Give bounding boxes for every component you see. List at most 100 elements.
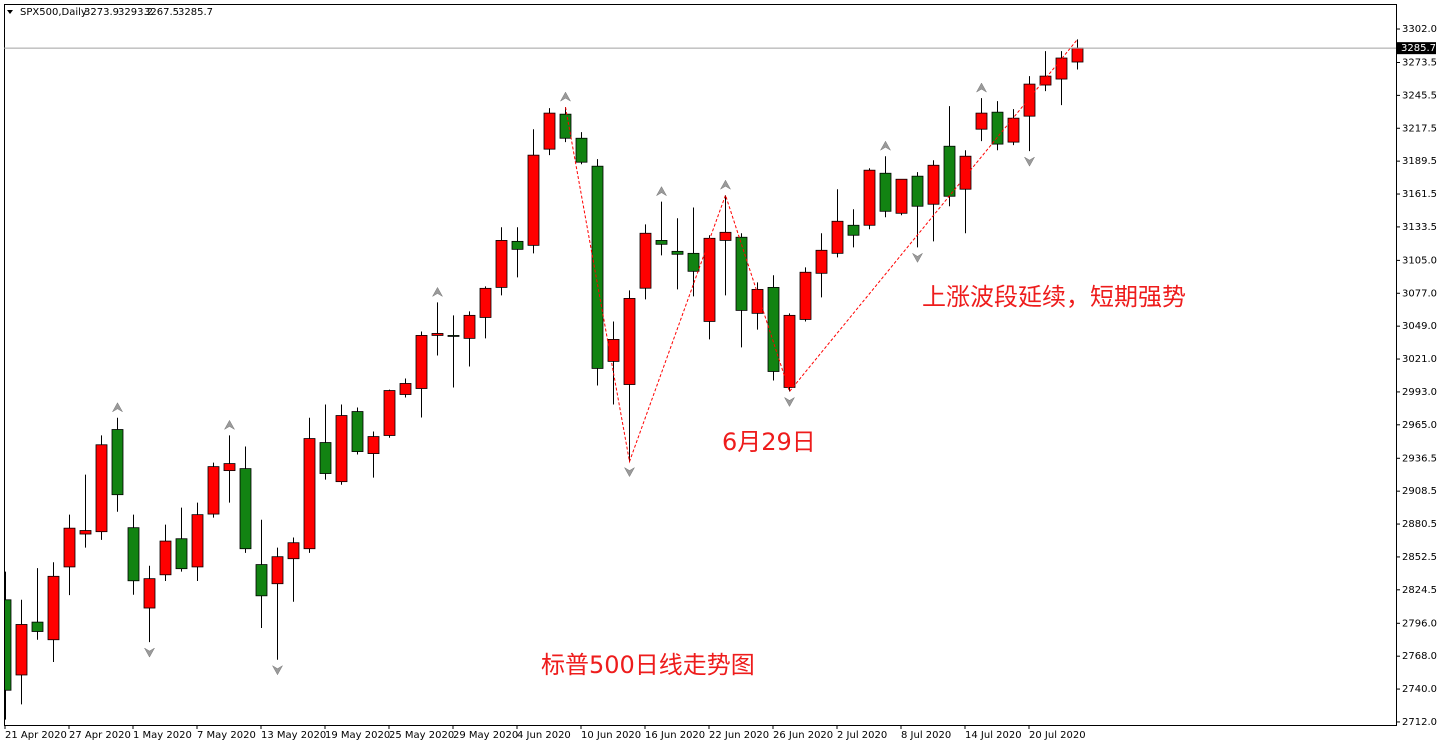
candle-body	[543, 112, 556, 150]
candle-body	[687, 252, 700, 272]
plot-frame	[4, 4, 1397, 726]
candle-body	[383, 390, 396, 436]
fractal-down	[623, 466, 636, 478]
fractal-up	[719, 179, 732, 190]
candle-body	[415, 335, 428, 389]
fractal-up	[879, 140, 892, 151]
y-tick-label: 2768.0	[1402, 651, 1437, 662]
candle-body	[335, 415, 348, 483]
candle-body	[1023, 83, 1036, 117]
candle-body	[1071, 47, 1084, 63]
candle-body	[623, 298, 636, 385]
x-tick-label: 25 May 2020	[389, 730, 454, 741]
fractal-up	[223, 419, 236, 431]
fractal-down	[911, 252, 924, 263]
candle-body	[239, 468, 252, 550]
y-tick-label: 3273.5	[1402, 57, 1437, 68]
fractal-down	[783, 396, 796, 407]
y-tick-label: 2712.0	[1402, 717, 1437, 728]
y-tick-label: 3245.5	[1402, 90, 1437, 101]
candle-body	[527, 154, 540, 246]
candle-body	[655, 240, 668, 245]
candle-body	[975, 112, 988, 130]
header-open: 3273.9	[84, 7, 119, 18]
fractal-down	[143, 647, 156, 658]
candle-body	[399, 383, 412, 395]
annotation: 标普500日线走势图	[541, 651, 755, 679]
candle-body	[351, 411, 364, 452]
x-tick-label: 4 Jun 2020	[517, 730, 571, 741]
candle-body	[207, 466, 220, 515]
fractal-down	[271, 665, 284, 676]
candle-body	[815, 249, 828, 274]
candle-body	[591, 165, 604, 369]
candle-body	[303, 438, 316, 550]
x-tick-label: 16 Jun 2020	[645, 730, 705, 741]
candle-body	[255, 564, 268, 597]
x-tick-label: 21 Apr 2020	[5, 730, 67, 741]
x-tick-label: 22 Jun 2020	[709, 730, 769, 741]
candle-body	[175, 538, 188, 570]
y-tick-label: 3161.5	[1402, 189, 1437, 200]
x-tick-label: 7 May 2020	[197, 730, 256, 741]
candle-body	[15, 624, 28, 676]
y-tick-label: 3049.0	[1402, 321, 1437, 332]
chart-title: SPX500,Daily	[20, 7, 87, 18]
candle-body	[223, 463, 236, 472]
y-tick-label: 2908.5	[1402, 486, 1437, 497]
x-tick-label: 26 Jun 2020	[773, 730, 833, 741]
candle-body	[287, 542, 300, 560]
candle-body	[751, 288, 764, 314]
x-tick-label: 2 Jul 2020	[837, 730, 887, 741]
candle-body	[639, 232, 652, 289]
x-tick-label: 14 Jul 2020	[965, 730, 1022, 741]
candle-body	[5, 599, 12, 691]
x-tick-label: 20 Jul 2020	[1029, 730, 1086, 741]
annotation: 6月29日	[722, 428, 816, 456]
candle-body	[927, 164, 940, 205]
candle-body	[703, 237, 716, 322]
candle-body	[719, 231, 732, 241]
candle-body	[479, 287, 492, 318]
y-tick-label: 2740.0	[1402, 684, 1437, 695]
y-tick-label: 2852.5	[1402, 552, 1437, 563]
price-label: 3285.7	[1401, 43, 1436, 54]
candle-body	[63, 527, 76, 568]
candle-body	[959, 155, 972, 190]
candle-body	[911, 175, 924, 207]
y-tick-label: 3302.0	[1402, 24, 1437, 35]
y-tick-label: 2824.5	[1402, 585, 1437, 596]
candle-body	[767, 286, 780, 372]
header-close: 3285.7	[178, 7, 213, 18]
candle-body	[863, 169, 876, 226]
y-tick-label: 3133.5	[1402, 222, 1437, 233]
candle-body	[783, 314, 796, 388]
y-tick-label: 3105.0	[1402, 255, 1437, 266]
x-tick-label: 8 Jul 2020	[901, 730, 951, 741]
candle-body	[463, 314, 476, 339]
y-tick-label: 3217.5	[1402, 123, 1437, 134]
candle-body	[831, 220, 844, 254]
x-tick-label: 13 May 2020	[261, 730, 326, 741]
fractal-up	[975, 82, 988, 93]
plot-area	[5, 39, 1084, 720]
y-tick-label: 2936.5	[1402, 453, 1437, 464]
y-tick-label: 3021.0	[1402, 354, 1437, 365]
candle-body	[607, 339, 620, 362]
y-tick-label: 2880.5	[1402, 519, 1437, 530]
candle-body	[1055, 57, 1068, 80]
header-low: 3267.5	[144, 7, 179, 18]
candle-body	[271, 556, 284, 585]
candle-body	[111, 429, 124, 496]
candle-body	[1007, 117, 1020, 143]
candle-body	[879, 172, 892, 212]
candle-body	[495, 240, 508, 288]
y-tick-label: 3189.5	[1402, 156, 1437, 167]
candle-body	[943, 145, 956, 197]
fractal-up	[111, 402, 124, 413]
candle-body	[895, 178, 908, 214]
fractal-up	[431, 286, 444, 298]
header-high: 3293.2	[118, 7, 153, 18]
candle-body	[47, 575, 60, 641]
